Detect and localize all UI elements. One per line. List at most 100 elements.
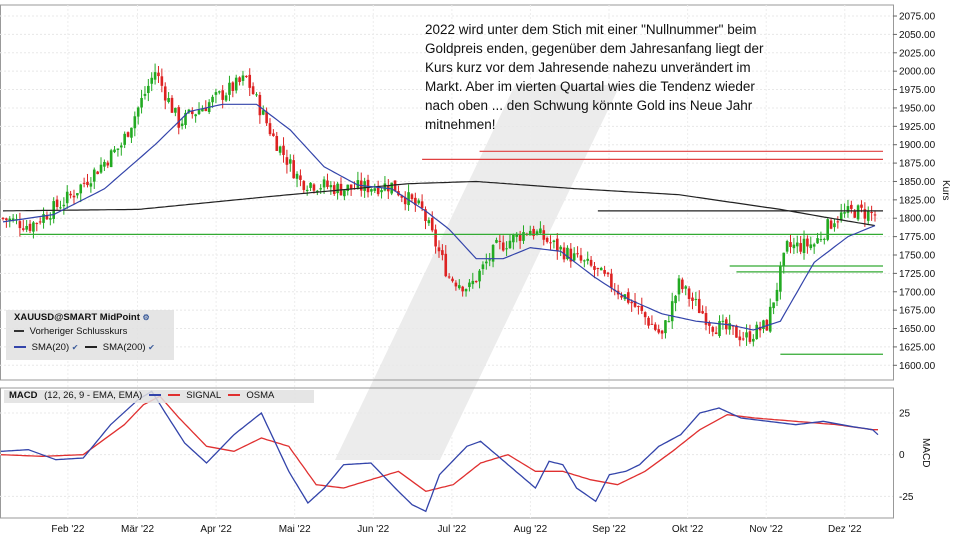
candle-body xyxy=(147,85,150,94)
candle-body xyxy=(691,297,694,301)
candle-body xyxy=(792,244,796,249)
price-axis-title: Kurs xyxy=(940,180,951,201)
candle-body xyxy=(539,228,542,234)
price-tick-label: 1625.00 xyxy=(899,342,936,353)
candle-body xyxy=(444,253,448,277)
candle-body xyxy=(434,229,437,247)
legend-prev-close-label: Vorheriger Schlusskurs xyxy=(29,326,128,337)
candle-body xyxy=(393,180,397,192)
candle-body xyxy=(218,91,221,93)
osma-swatch xyxy=(227,394,240,397)
price-tick-label: 1700.00 xyxy=(899,287,936,298)
macd-tick-label: 0 xyxy=(899,450,905,461)
candle-body xyxy=(309,182,312,188)
candle-body xyxy=(826,219,829,240)
candle-body xyxy=(373,188,377,191)
candle-body xyxy=(795,242,799,247)
candle-body xyxy=(417,200,421,204)
legend-signal-label[interactable]: SIGNAL xyxy=(186,390,222,401)
candle-body xyxy=(555,238,559,252)
candle-body xyxy=(292,160,295,179)
candle-body xyxy=(610,273,613,288)
candle-body xyxy=(18,221,22,229)
macd-swatch xyxy=(148,394,161,397)
price-tick-label: 2025.00 xyxy=(899,48,936,59)
macd-tick-label: -25 xyxy=(899,492,914,503)
price-tick-label: 1725.00 xyxy=(899,269,936,280)
candle-body xyxy=(836,221,840,223)
candle-body xyxy=(863,209,867,219)
candle-body xyxy=(45,215,49,220)
candle-body xyxy=(153,72,157,80)
x-tick-label: Feb '22 xyxy=(51,524,84,535)
candle-body xyxy=(441,250,444,256)
candle-body xyxy=(119,145,123,148)
candle-body xyxy=(630,301,633,304)
candle-body xyxy=(25,225,28,230)
candle-body xyxy=(420,201,424,209)
price-tick-label: 1675.00 xyxy=(899,306,936,317)
candle-body xyxy=(576,253,579,255)
candle-body xyxy=(829,220,833,229)
candle-body xyxy=(674,295,677,304)
candle-body xyxy=(180,123,184,126)
legend-sma200-label[interactable]: SMA(200) xyxy=(102,342,146,353)
candle-body xyxy=(211,96,214,103)
legend-sma20-label[interactable]: SMA(20) xyxy=(31,342,70,353)
candle-body xyxy=(86,181,89,186)
x-tick-label: Mär '22 xyxy=(121,524,154,535)
candle-body xyxy=(424,209,427,221)
candle-body xyxy=(332,185,336,194)
macd-tick-label: 25 xyxy=(899,409,911,420)
legend-osma-label[interactable]: OSMA xyxy=(246,390,275,401)
candle-body xyxy=(626,292,630,303)
price-tick-label: 1800.00 xyxy=(899,214,936,225)
candle-body xyxy=(505,248,508,250)
price-tick-label: 1975.00 xyxy=(899,85,936,96)
price-tick-label: 2075.00 xyxy=(899,12,936,23)
price-tick-label: 1650.00 xyxy=(899,324,936,335)
candle-body xyxy=(268,123,272,135)
candle-body xyxy=(748,331,752,342)
candle-body xyxy=(126,132,130,137)
candle-body xyxy=(833,223,836,228)
macd-params[interactable]: (12, 26, 9 - EMA, EMA) xyxy=(44,390,143,401)
price-tick-label: 1775.00 xyxy=(899,232,936,243)
candle-body xyxy=(380,190,383,193)
candle-body xyxy=(447,276,451,278)
candle-body xyxy=(684,286,688,289)
candle-body xyxy=(464,289,468,292)
candle-body xyxy=(79,184,83,194)
candle-body xyxy=(758,326,762,331)
price-tick-label: 1825.00 xyxy=(899,195,936,206)
candle-body xyxy=(224,95,228,101)
candle-body xyxy=(508,240,512,249)
candle-body xyxy=(647,317,650,326)
legend-symbol: XAUUSD@SMART MidPoint ⚙ xyxy=(14,312,150,323)
candle-body xyxy=(789,242,792,247)
candle-body xyxy=(569,248,573,262)
candle-body xyxy=(177,107,181,128)
candle-body xyxy=(42,214,45,223)
checkmark-icon[interactable]: ✔ xyxy=(148,343,155,352)
candle-body xyxy=(38,221,42,223)
candle-body xyxy=(251,86,255,95)
candle-body xyxy=(816,238,819,244)
candle-body xyxy=(806,238,809,247)
candle-body xyxy=(775,289,779,302)
candle-body xyxy=(843,212,846,214)
candle-body xyxy=(586,258,590,261)
candle-body xyxy=(390,182,393,194)
checkmark-icon[interactable]: ✔ xyxy=(71,343,79,352)
candle-body xyxy=(643,312,647,318)
candle-body xyxy=(782,252,786,267)
candle-body xyxy=(809,244,813,249)
settings-icon[interactable]: ⚙ xyxy=(142,313,150,322)
candle-body xyxy=(772,302,775,309)
candle-body xyxy=(860,204,863,208)
candle-body xyxy=(660,330,664,334)
candle-body xyxy=(488,259,491,261)
candle-body xyxy=(762,320,765,330)
candle-body xyxy=(451,278,454,282)
candle-body xyxy=(518,234,522,241)
